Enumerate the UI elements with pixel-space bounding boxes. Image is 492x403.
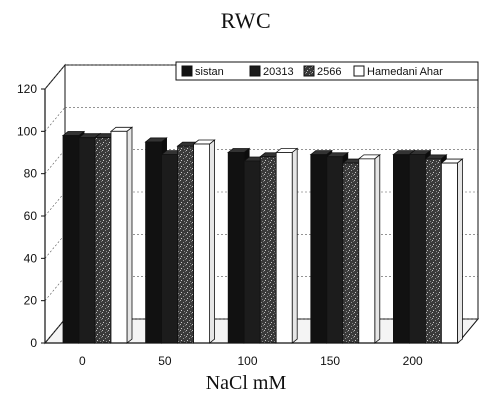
y-tick-label: 60 — [24, 209, 38, 223]
y-tick-label: 100 — [17, 124, 37, 138]
legend-swatch — [303, 65, 315, 77]
x-tick-label: 150 — [320, 354, 340, 368]
y-tick-label: 0 — [30, 336, 37, 350]
bar — [440, 158, 464, 344]
grid-line — [44, 191, 66, 217]
legend-swatch — [249, 65, 261, 77]
bar-front — [94, 137, 112, 344]
grid-line — [44, 234, 66, 259]
bar-front — [392, 154, 410, 344]
bar-front — [310, 154, 328, 344]
legend-swatch — [181, 65, 193, 77]
y-tick-label: 120 — [17, 82, 37, 96]
x-axis-label: NaCl mM — [205, 372, 287, 394]
bar-front — [358, 158, 376, 344]
legend-label: Hamedani Ahar — [367, 66, 443, 78]
bar-front — [110, 130, 128, 344]
bar-front — [275, 152, 293, 344]
x-tick-label: 50 — [158, 354, 172, 368]
bar-front — [177, 145, 195, 344]
y-tick-label: 40 — [24, 251, 38, 265]
bar-side — [126, 126, 133, 344]
legend: sistan 20313 2566 Hamedani Ahar — [175, 61, 479, 81]
grid-line — [44, 149, 66, 174]
chart-title: RWC — [220, 8, 272, 33]
bar-front — [78, 137, 96, 344]
grid-line — [44, 107, 66, 132]
x-tick-label: 200 — [403, 354, 423, 368]
bar-front — [440, 162, 458, 344]
bar-front — [424, 158, 442, 344]
legend-swatch — [353, 65, 365, 77]
bar — [109, 126, 134, 344]
bar-front — [145, 141, 163, 344]
grid-line — [44, 64, 66, 90]
bar — [192, 139, 216, 344]
bar-side — [291, 147, 298, 344]
bar-front — [193, 143, 211, 344]
x-tick-label: 0 — [79, 354, 86, 368]
bar-front — [259, 156, 277, 344]
y-tick-label: 20 — [24, 294, 38, 308]
bar-front — [227, 152, 245, 344]
bar-front — [62, 135, 80, 344]
bar-side — [456, 158, 463, 344]
grid-line — [44, 276, 66, 301]
bar-front — [326, 156, 344, 344]
legend-label: sistan — [195, 66, 224, 78]
bar-front — [243, 160, 261, 344]
legend-label: 20313 — [263, 66, 294, 78]
bars — [61, 126, 464, 344]
bar-side — [374, 154, 381, 344]
y-tick-label: 80 — [24, 167, 38, 181]
legend-label: 2566 — [317, 66, 341, 78]
bar-front — [408, 154, 426, 344]
grid-line — [44, 318, 66, 344]
bar — [357, 154, 381, 344]
left-wall — [44, 63, 66, 345]
axes: 0 20 40 60 80 100 120 0 50 100 150 200 — [17, 82, 458, 368]
bar-front — [342, 162, 360, 344]
bar — [275, 147, 299, 344]
bar-front — [161, 154, 179, 344]
x-tick-label: 100 — [237, 354, 257, 368]
bar-side — [209, 139, 216, 344]
